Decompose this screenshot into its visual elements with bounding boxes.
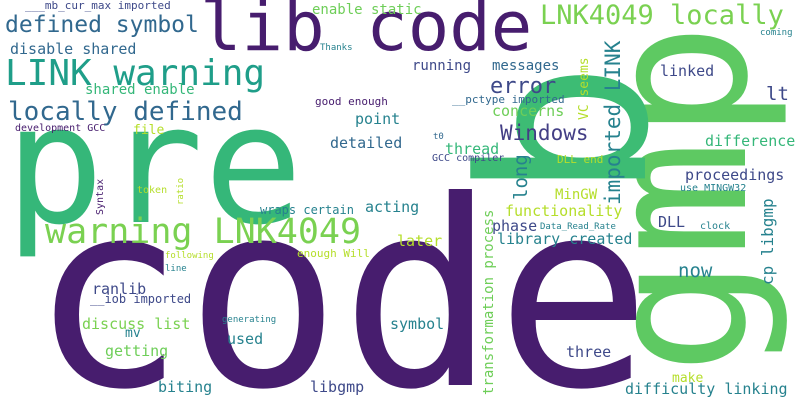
- word: code: [30, 146, 651, 400]
- word: difficulty linking: [625, 380, 788, 398]
- word: MinGW: [555, 187, 598, 203]
- word: Syntax: [95, 179, 106, 215]
- word: make: [672, 371, 703, 386]
- word: later: [397, 232, 442, 250]
- word: messages: [492, 58, 559, 74]
- word: mv: [125, 326, 141, 341]
- word: point: [355, 110, 400, 128]
- word: development GCC: [15, 123, 105, 134]
- word: VC seems: [577, 57, 592, 120]
- word: cp libgmp: [758, 198, 777, 285]
- word: enable static: [312, 2, 422, 18]
- word: running: [412, 58, 471, 74]
- word: lt: [766, 83, 789, 105]
- word: error: [490, 74, 556, 99]
- word: difference: [705, 132, 795, 150]
- word: LNK4049 locally: [540, 0, 784, 31]
- word: library created: [497, 230, 632, 248]
- word: file: [133, 123, 164, 138]
- word: __pctype imported: [452, 93, 565, 106]
- word: long: [510, 154, 532, 200]
- word: DLL: [658, 213, 685, 231]
- word: locally defined: [8, 97, 243, 127]
- word: transformation process: [481, 210, 497, 395]
- word: now: [678, 260, 713, 282]
- word: biting: [158, 378, 212, 396]
- word: t0: [433, 132, 444, 142]
- word: proceedings: [685, 166, 784, 184]
- word: ranlib: [92, 280, 146, 298]
- word: three: [566, 343, 611, 361]
- word: generating: [222, 315, 276, 325]
- word: wraps certain: [260, 203, 354, 217]
- word: b: [433, 62, 700, 200]
- word: discuss list: [82, 315, 190, 333]
- word: clock: [700, 221, 730, 232]
- word: defined symbol: [5, 12, 199, 38]
- word: linked: [660, 62, 714, 80]
- word: Windows: [500, 121, 589, 145]
- word: used: [227, 330, 263, 348]
- word: good enough: [315, 95, 388, 108]
- word: following: [165, 251, 214, 261]
- word: shared enable: [85, 82, 195, 98]
- word: getting: [105, 342, 168, 360]
- word: detailed: [330, 134, 402, 152]
- word: LINK warning: [5, 53, 265, 94]
- word: phase: [492, 217, 537, 235]
- word: functionality: [505, 202, 622, 220]
- word: warning LNK4049: [45, 212, 361, 252]
- word: gmp: [564, 23, 791, 375]
- word: libgmp: [310, 378, 364, 396]
- word: thread: [445, 140, 499, 158]
- word: use MINGW32: [680, 183, 746, 194]
- word: acting: [365, 198, 419, 216]
- word: lib code: [200, 0, 532, 67]
- word: imported LINK: [601, 40, 625, 205]
- word: enough Will: [297, 247, 370, 260]
- word: coming: [760, 28, 793, 38]
- word: disable shared: [10, 40, 136, 58]
- word: token: [137, 185, 167, 196]
- word: ratio: [176, 178, 186, 205]
- word: GCC compiler: [432, 153, 504, 164]
- word: line: [165, 264, 187, 274]
- word: ___mb_cur_max imported: [25, 0, 171, 12]
- word: Data_Read_Rate: [540, 222, 616, 232]
- word: Thanks: [320, 43, 353, 53]
- word: __iob imported: [90, 292, 191, 306]
- word: DLL end: [557, 153, 603, 166]
- word: symbol: [390, 315, 444, 333]
- word: pre: [5, 69, 303, 261]
- word: concerns: [492, 102, 564, 120]
